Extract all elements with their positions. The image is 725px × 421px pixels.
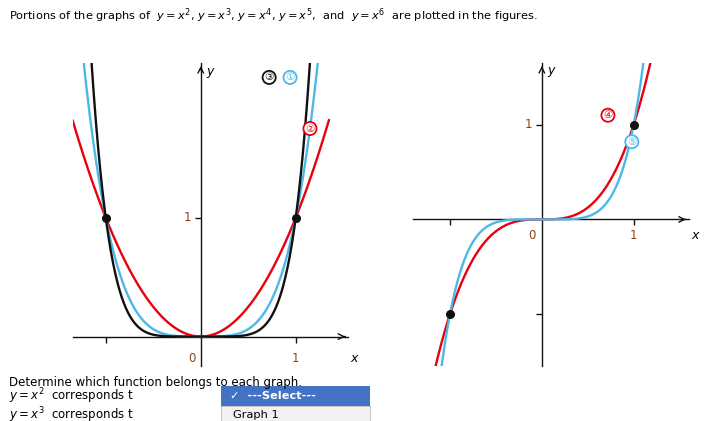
Text: $y$: $y$	[207, 66, 216, 80]
Text: 0: 0	[188, 352, 196, 365]
Text: $x$: $x$	[350, 352, 360, 365]
Text: ①: ①	[286, 72, 294, 83]
Text: $y = x^2$  corresponds t: $y = x^2$ corresponds t	[9, 386, 133, 406]
Text: Graph 1: Graph 1	[233, 410, 279, 420]
Text: 1: 1	[183, 211, 191, 224]
Text: ④: ④	[603, 110, 613, 120]
Text: $x$: $x$	[691, 229, 700, 242]
Text: ②: ②	[305, 123, 315, 133]
Text: 0: 0	[528, 229, 535, 242]
Text: 1: 1	[292, 352, 299, 365]
Text: ③: ③	[265, 72, 274, 83]
Text: 1: 1	[525, 118, 533, 131]
Text: ✓  ---Select---: ✓ ---Select---	[230, 391, 316, 401]
Text: Determine which function belongs to each graph.: Determine which function belongs to each…	[9, 376, 302, 389]
Text: 1: 1	[630, 229, 637, 242]
Text: $y$: $y$	[547, 65, 558, 79]
Text: ⑤: ⑤	[627, 137, 637, 147]
Text: $y = x^3$  corresponds t: $y = x^3$ corresponds t	[9, 406, 133, 421]
Text: Portions of the graphs of  $y = x^2$, $y = x^3$, $y = x^4$, $y = x^5$,  and  $y : Portions of the graphs of $y = x^2$, $y …	[9, 6, 537, 25]
